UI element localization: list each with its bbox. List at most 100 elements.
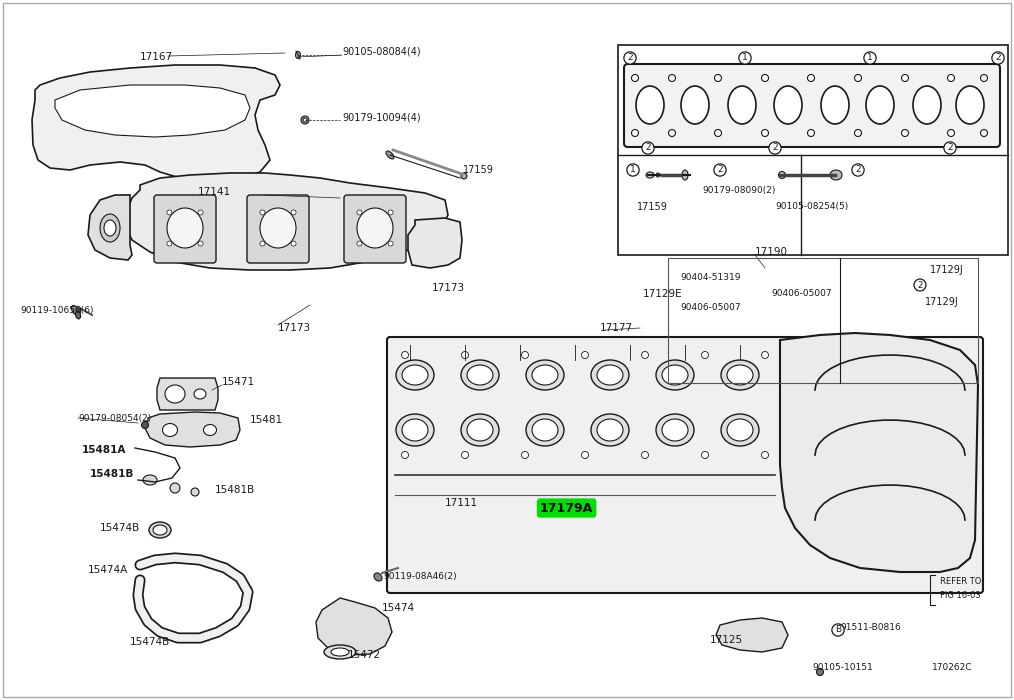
Ellipse shape xyxy=(260,208,296,248)
FancyBboxPatch shape xyxy=(247,195,309,263)
Ellipse shape xyxy=(194,389,206,399)
Ellipse shape xyxy=(260,210,265,215)
Ellipse shape xyxy=(167,210,172,215)
Ellipse shape xyxy=(779,172,786,178)
Ellipse shape xyxy=(402,365,428,385)
Ellipse shape xyxy=(830,170,842,180)
Ellipse shape xyxy=(855,130,862,136)
Ellipse shape xyxy=(762,351,769,358)
Text: 17159: 17159 xyxy=(637,202,668,212)
Text: 15481: 15481 xyxy=(250,415,283,425)
Text: 2: 2 xyxy=(773,144,778,153)
Ellipse shape xyxy=(656,360,694,390)
Ellipse shape xyxy=(702,351,709,358)
Text: FIG 16-03: FIG 16-03 xyxy=(940,592,981,601)
Ellipse shape xyxy=(153,525,167,535)
Polygon shape xyxy=(32,65,280,180)
Text: 17125: 17125 xyxy=(710,635,743,645)
Ellipse shape xyxy=(721,360,759,390)
Polygon shape xyxy=(88,195,132,260)
Text: 2: 2 xyxy=(947,144,953,153)
Ellipse shape xyxy=(597,365,623,385)
Text: 90105-08084(4): 90105-08084(4) xyxy=(342,47,421,57)
Ellipse shape xyxy=(142,421,148,428)
Text: 17173: 17173 xyxy=(278,323,311,333)
Ellipse shape xyxy=(388,241,393,246)
Ellipse shape xyxy=(461,360,499,390)
Text: 15474B: 15474B xyxy=(100,523,140,533)
Ellipse shape xyxy=(331,648,349,656)
Polygon shape xyxy=(125,173,448,270)
Ellipse shape xyxy=(721,414,759,446)
Text: 90119-08A46(2): 90119-08A46(2) xyxy=(383,571,456,580)
Ellipse shape xyxy=(702,452,709,458)
Ellipse shape xyxy=(642,452,649,458)
Ellipse shape xyxy=(75,311,81,319)
Ellipse shape xyxy=(632,130,639,136)
Ellipse shape xyxy=(260,241,265,246)
Text: 90119-10656(6): 90119-10656(6) xyxy=(20,305,93,314)
Ellipse shape xyxy=(467,419,493,441)
Ellipse shape xyxy=(100,214,120,242)
Text: 17141: 17141 xyxy=(198,187,231,197)
Ellipse shape xyxy=(461,351,468,358)
Ellipse shape xyxy=(866,86,894,124)
Text: 90105-08254(5): 90105-08254(5) xyxy=(775,202,849,211)
FancyBboxPatch shape xyxy=(387,337,983,593)
Ellipse shape xyxy=(774,86,802,124)
Ellipse shape xyxy=(581,452,588,458)
Ellipse shape xyxy=(662,365,689,385)
Text: 2: 2 xyxy=(717,165,723,174)
Ellipse shape xyxy=(816,668,823,676)
Ellipse shape xyxy=(668,74,675,81)
Bar xyxy=(618,45,1008,255)
Text: 90179-08090(2): 90179-08090(2) xyxy=(702,186,776,195)
Ellipse shape xyxy=(396,414,434,446)
Ellipse shape xyxy=(170,483,180,493)
Text: 15474B: 15474B xyxy=(130,637,170,647)
Text: 90179-08054(2): 90179-08054(2) xyxy=(78,414,151,423)
Ellipse shape xyxy=(762,130,769,136)
Ellipse shape xyxy=(901,130,909,136)
Ellipse shape xyxy=(632,74,639,81)
Ellipse shape xyxy=(374,573,382,581)
Text: 2: 2 xyxy=(995,53,1001,62)
Ellipse shape xyxy=(357,208,393,248)
Ellipse shape xyxy=(143,475,157,485)
Ellipse shape xyxy=(532,365,558,385)
Ellipse shape xyxy=(461,173,467,179)
Ellipse shape xyxy=(291,241,296,246)
Ellipse shape xyxy=(295,52,300,59)
Ellipse shape xyxy=(402,452,409,458)
Text: 1: 1 xyxy=(742,53,748,62)
Text: 90105-10151: 90105-10151 xyxy=(812,664,873,673)
Text: 90179-10094(4): 90179-10094(4) xyxy=(342,113,421,123)
Ellipse shape xyxy=(681,86,709,124)
Ellipse shape xyxy=(807,130,814,136)
Text: 17179A: 17179A xyxy=(540,501,593,514)
Polygon shape xyxy=(145,412,240,447)
Ellipse shape xyxy=(324,645,356,659)
Text: REFER TO: REFER TO xyxy=(940,578,982,587)
Ellipse shape xyxy=(728,86,756,124)
Ellipse shape xyxy=(715,130,722,136)
Ellipse shape xyxy=(947,74,954,81)
Ellipse shape xyxy=(357,210,362,215)
Ellipse shape xyxy=(947,130,954,136)
Ellipse shape xyxy=(167,208,203,248)
Text: 15481A: 15481A xyxy=(82,445,127,455)
Polygon shape xyxy=(316,598,392,655)
Ellipse shape xyxy=(913,86,941,124)
Text: 15474: 15474 xyxy=(382,603,415,613)
Ellipse shape xyxy=(727,419,753,441)
Text: 17111: 17111 xyxy=(445,498,479,508)
Text: 17129E: 17129E xyxy=(643,289,682,299)
Ellipse shape xyxy=(656,173,660,177)
Ellipse shape xyxy=(855,74,862,81)
Ellipse shape xyxy=(521,452,528,458)
Ellipse shape xyxy=(591,360,629,390)
Ellipse shape xyxy=(715,74,722,81)
Text: 1: 1 xyxy=(630,165,636,174)
Ellipse shape xyxy=(981,74,988,81)
Ellipse shape xyxy=(762,452,769,458)
